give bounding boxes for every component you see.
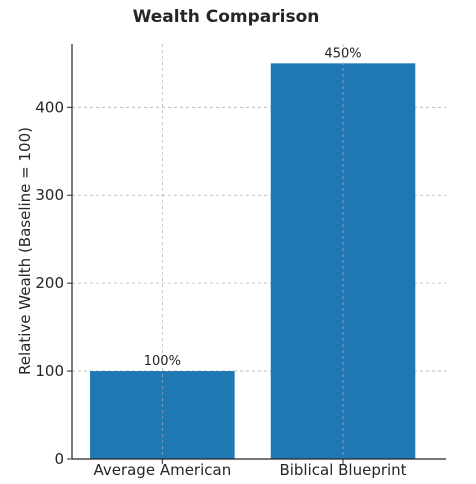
x-tick-label: Average American <box>93 461 231 479</box>
y-tick-label: 300 <box>35 186 64 204</box>
x-tick-label: Biblical Blueprint <box>279 461 406 479</box>
y-tick-label: 400 <box>35 98 64 116</box>
labels: 0 100 200 300 400 Average American 100% Biblica… <box>35 46 406 479</box>
chart-title: Wealth Comparison <box>133 7 320 27</box>
bars <box>90 44 416 459</box>
bar <box>90 371 235 459</box>
axes <box>67 44 446 464</box>
data-label: 100% <box>144 354 181 369</box>
y-tick-label: 0 <box>54 450 64 468</box>
y-axis-label: Relative Wealth (Baseline = 100) <box>16 127 34 375</box>
data-label: 450% <box>324 46 361 61</box>
y-tick-label: 100 <box>35 362 64 380</box>
y-tick-label: 200 <box>35 274 64 292</box>
